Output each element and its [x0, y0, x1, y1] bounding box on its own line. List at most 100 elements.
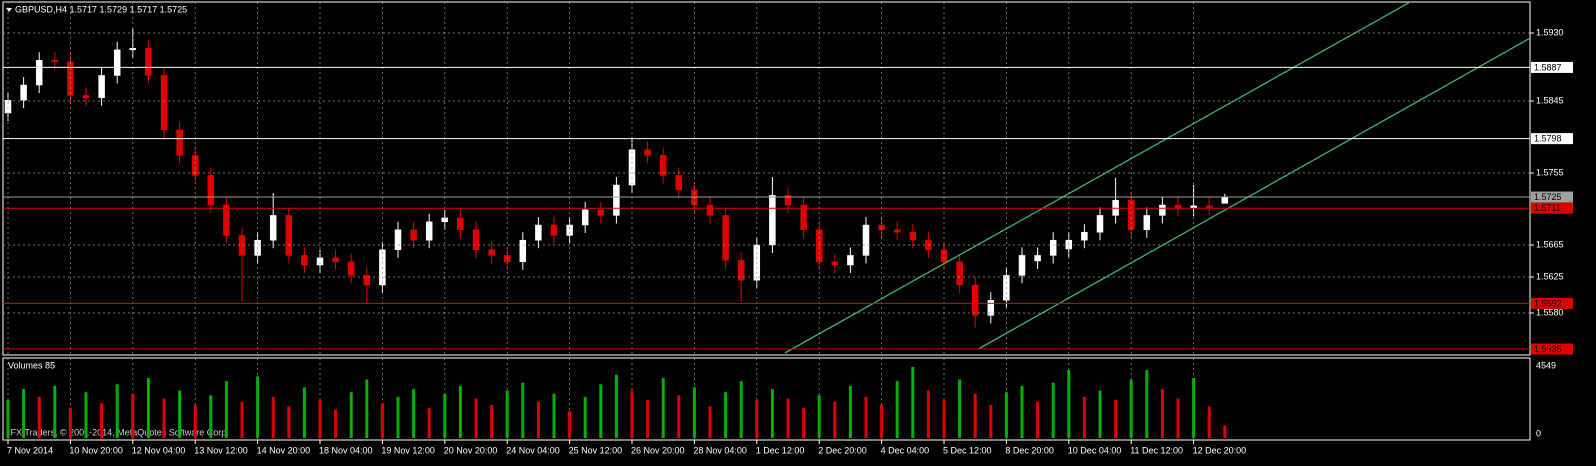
level-label-box [1531, 191, 1573, 203]
volume-bar [1145, 370, 1149, 438]
volume-bar [755, 400, 759, 438]
volume-bar [1020, 385, 1024, 438]
candle-body [285, 215, 293, 256]
candle-body [394, 229, 402, 251]
candle-body [940, 249, 948, 263]
candle-body [223, 204, 230, 236]
candle-body [425, 221, 433, 241]
candle-body [831, 261, 839, 266]
candle-body [644, 149, 651, 156]
candle-body [1159, 204, 1166, 216]
y-tick-label: 1.5755 [1536, 167, 1564, 177]
volume-bar [677, 395, 681, 438]
volume-bar [365, 379, 369, 438]
volume-bar [1223, 425, 1227, 438]
level-label: 1.5592 [1534, 298, 1562, 308]
candle-body [847, 255, 854, 266]
volume-bar [1129, 379, 1133, 438]
volume-bar [162, 398, 166, 438]
candle-body [238, 235, 246, 256]
candle-body [145, 47, 152, 76]
x-tick-label: 28 Nov 04:00 [693, 445, 747, 455]
x-tick-label: 10 Nov 20:00 [69, 445, 123, 455]
volume-bar [630, 390, 634, 438]
volume-bar [412, 389, 416, 438]
trend-line [978, 37, 1530, 350]
volume-bar [443, 393, 447, 438]
candle-body [862, 224, 870, 256]
x-tick-label: 26 Nov 20:00 [631, 445, 685, 455]
candle-body [1205, 205, 1213, 208]
volume-bar [458, 385, 462, 438]
volume-bar [848, 385, 852, 438]
volume-bar [115, 384, 119, 438]
y-tick-label: 1.5625 [1536, 271, 1564, 281]
y-tick-label: 1.5930 [1536, 27, 1564, 37]
volume-bar [100, 403, 104, 438]
volume-bar [53, 385, 57, 438]
menu-arrow[interactable] [6, 8, 12, 12]
x-tick-label: 12 Nov 04:00 [132, 445, 186, 455]
candle-body [1034, 255, 1041, 262]
candle-body [1096, 215, 1104, 233]
candle-body [784, 195, 792, 206]
x-tick-label: 14 Nov 20:00 [257, 445, 311, 455]
volume-bar [224, 381, 228, 438]
volume-bar [989, 404, 993, 438]
x-tick-label: 24 Nov 04:00 [506, 445, 560, 455]
candle-body [1221, 196, 1229, 204]
y-tick-label: 1.5665 [1536, 239, 1564, 249]
candle-body [176, 129, 183, 156]
volume-bar [334, 409, 338, 438]
volume-bar [1051, 382, 1055, 438]
volume-bar [271, 396, 275, 438]
y-tick-label: 1.5845 [1536, 95, 1564, 105]
x-tick-label: 13 Nov 12:00 [194, 445, 248, 455]
candle-body [800, 204, 807, 231]
candle-body [893, 229, 901, 233]
level-label-box [1531, 343, 1573, 355]
main-plot [4, 2, 1530, 354]
x-tick-label: 12 Dec 20:00 [1193, 445, 1247, 455]
volume-bar [287, 406, 291, 438]
volume-bar [770, 389, 774, 438]
candle-body [160, 75, 168, 131]
volume-bar [1176, 398, 1180, 438]
candle-body [971, 284, 979, 316]
candle-body [987, 299, 995, 316]
x-tick-label: 18 Nov 04:00 [319, 445, 373, 455]
volume-bar [552, 393, 556, 438]
volume-pane-border [2, 357, 1531, 441]
y-tick-label: 0 [1536, 428, 1541, 438]
candle-body [35, 59, 43, 86]
volume-bar [833, 401, 837, 438]
candle-body [613, 184, 620, 216]
volume-bar [583, 396, 587, 438]
volume-bar [209, 395, 213, 438]
volume-bar [193, 404, 197, 438]
candle-body [1018, 255, 1026, 276]
symbol-title: GBPUSD,H4 1.5717 1.5729 1.5717 1.5725 [15, 4, 187, 14]
volume-bar [708, 406, 712, 438]
candle-body [332, 257, 339, 263]
volume-bar [942, 400, 946, 438]
volume-bar [739, 381, 743, 438]
x-tick-label: 1 Dec 12:00 [756, 445, 805, 455]
volume-bar [474, 398, 478, 438]
level-label-box [1531, 133, 1573, 145]
x-tick-label: 20 Nov 20:00 [444, 445, 498, 455]
level-label: 1.5535 [1534, 344, 1562, 354]
volume-bar [37, 396, 41, 438]
candle-body [457, 217, 464, 231]
x-tick-label: 7 Nov 2014 [7, 445, 53, 455]
main-pane-border [2, 1, 1531, 356]
volume-bar [661, 377, 665, 438]
candle-body [1143, 215, 1151, 231]
candle-body [550, 224, 558, 236]
volume-bar [817, 395, 821, 438]
candle-body [113, 49, 121, 76]
x-tick-label: 8 Dec 20:00 [1005, 445, 1054, 455]
candle-body [659, 155, 667, 176]
